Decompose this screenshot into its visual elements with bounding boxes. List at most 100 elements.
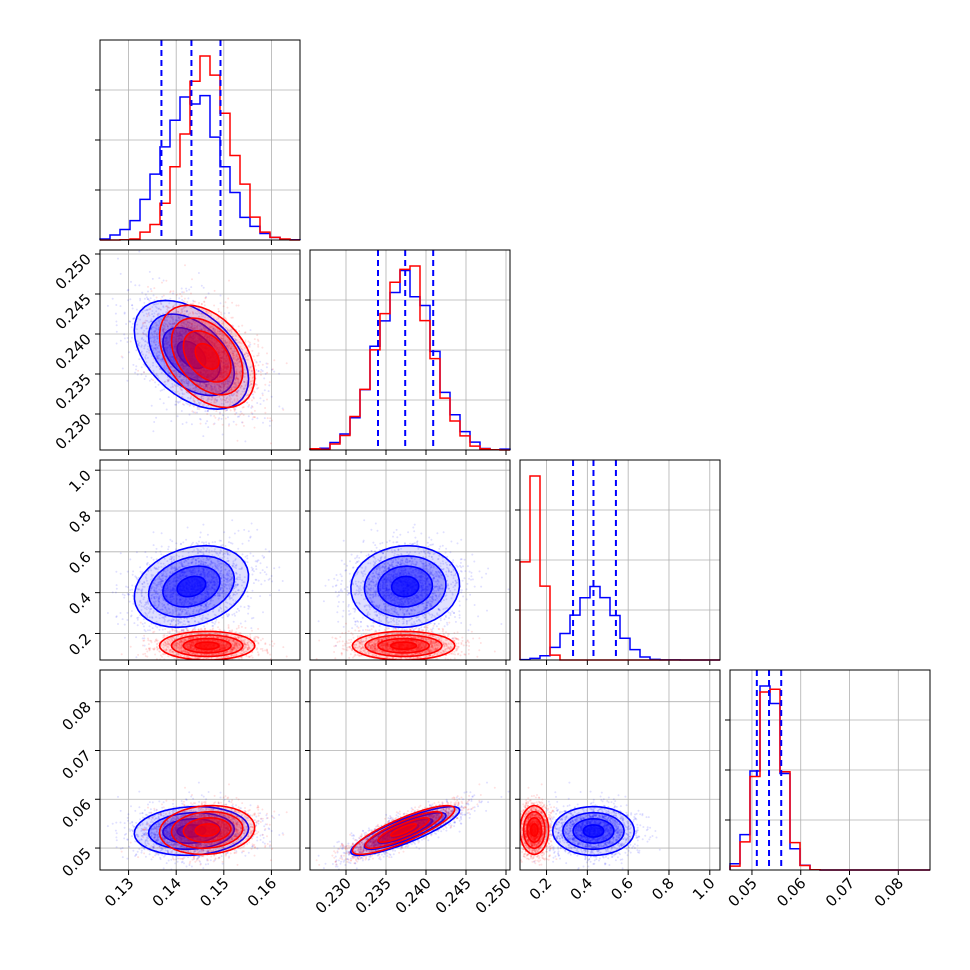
sample-point (222, 434, 224, 436)
sample-point (158, 384, 160, 386)
sample-point (269, 425, 271, 427)
sample-point (204, 304, 206, 306)
sample-point (234, 413, 236, 415)
sample-point (212, 625, 214, 627)
sample-point (137, 370, 139, 372)
sample-point (161, 296, 163, 298)
sample-point (112, 298, 114, 300)
sample-point (262, 422, 264, 424)
sample-point (241, 325, 243, 327)
sample-point (256, 529, 258, 531)
sample-point (115, 321, 117, 323)
sample-point (266, 399, 268, 401)
sample-point (193, 406, 195, 408)
panel-3-3: 0.05 0.06 0.07 0.08 (724, 670, 930, 910)
sample-point (260, 403, 262, 405)
sample-point (223, 305, 225, 307)
sample-point (145, 375, 147, 377)
sample-point (181, 291, 183, 293)
sample-point (254, 427, 256, 429)
sample-point (121, 356, 123, 358)
sample-point (259, 572, 261, 574)
sample-point (212, 541, 214, 543)
sample-point (227, 298, 229, 300)
sample-point (160, 390, 162, 392)
sample-point (269, 381, 271, 383)
sample-point (262, 611, 264, 613)
sample-point (120, 273, 122, 275)
sample-point (252, 406, 254, 408)
sample-point (227, 307, 229, 309)
sample-point (120, 573, 122, 575)
sample-point (167, 548, 169, 550)
sample-point (161, 532, 163, 534)
sample-point (254, 359, 256, 361)
sample-point (189, 405, 191, 407)
sample-point (256, 417, 258, 419)
y-tick-label: 0.6 (65, 548, 95, 578)
sample-point (267, 417, 269, 419)
sample-point (153, 287, 155, 289)
sample-point (234, 533, 236, 535)
sample-point (181, 410, 183, 412)
histogram-1 (100, 56, 300, 240)
sample-point (135, 656, 137, 658)
sample-point (172, 290, 174, 292)
sample-point (186, 301, 188, 303)
y-tick-label: 0.2 (65, 630, 95, 660)
panel-2-0: 0.20.40.60.81.0 (65, 460, 300, 667)
sample-point (155, 417, 157, 419)
sample-point (125, 323, 127, 325)
sample-point (259, 361, 261, 363)
sample-point (191, 278, 193, 280)
sample-point (181, 288, 183, 290)
panel-data (76, 519, 288, 667)
sample-point (257, 340, 259, 342)
sample-point (268, 384, 270, 386)
sample-point (156, 297, 158, 299)
sample-point (199, 418, 201, 420)
sample-point (127, 586, 129, 588)
sample-point (270, 442, 272, 444)
sample-point (152, 430, 154, 432)
sample-point (175, 548, 177, 550)
sample-point (208, 292, 210, 294)
y-tick-label: 0.245 (52, 290, 95, 333)
sample-point (198, 302, 200, 304)
sample-point (187, 297, 189, 299)
sample-point (225, 410, 227, 412)
sample-point (262, 394, 264, 396)
sample-point (143, 371, 145, 373)
sample-point (132, 323, 134, 325)
sample-point (144, 622, 146, 624)
sample-point (228, 280, 230, 282)
sample-point (261, 347, 263, 349)
sample-point (247, 561, 249, 563)
sample-point (159, 398, 161, 400)
sample-point (252, 416, 254, 418)
sample-point (252, 574, 254, 576)
sample-point (246, 555, 248, 557)
y-tick-label: 0.8 (65, 507, 95, 537)
sample-point (200, 532, 202, 534)
sample-point (254, 410, 256, 412)
sample-point (227, 416, 229, 418)
sample-point (243, 425, 245, 427)
panel-data (76, 251, 288, 461)
sample-point (238, 305, 240, 307)
sample-point (151, 405, 153, 407)
sample-point (186, 422, 188, 424)
sample-point (256, 334, 258, 336)
sample-point (220, 295, 222, 297)
sample-point (243, 529, 245, 531)
sample-point (246, 557, 248, 559)
sample-point (162, 629, 164, 631)
sample-point (135, 636, 137, 638)
sample-point (207, 426, 209, 428)
sample-point (213, 305, 215, 307)
sample-point (190, 286, 192, 288)
sample-point (156, 548, 158, 550)
sample-point (153, 421, 155, 423)
sample-point (153, 559, 155, 561)
sample-point (182, 403, 184, 405)
